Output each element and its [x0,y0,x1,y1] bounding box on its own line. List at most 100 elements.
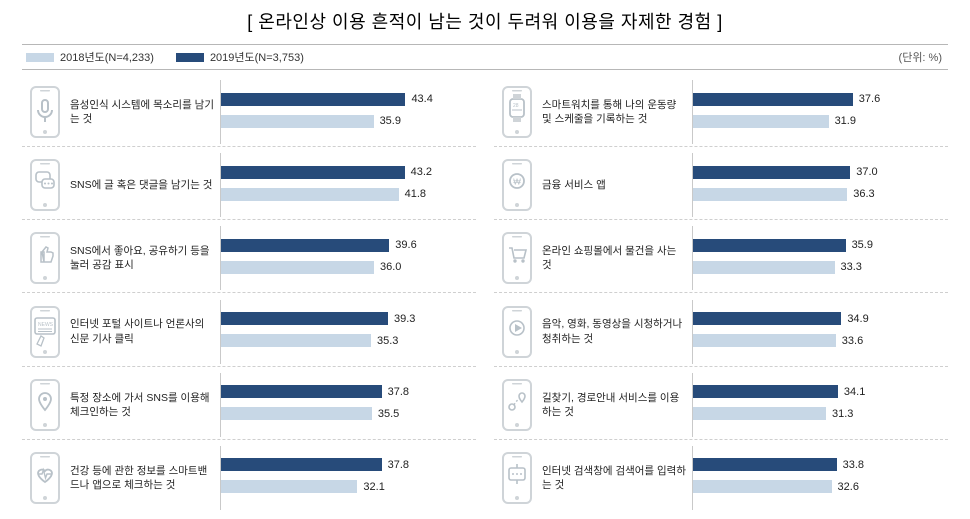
bar-2019 [693,239,846,252]
bar-2019 [221,93,405,106]
bar-2019-row: 34.1 [693,383,948,401]
bar-2018 [693,115,829,128]
bar-2019-row: 43.2 [221,163,476,181]
row-separator [494,439,948,440]
health-icon [22,450,68,506]
value-2018: 31.3 [832,408,853,420]
row-separator [22,292,476,293]
legend-2019-label: 2019년도(N=3,753) [210,49,304,65]
item-label: 인터넷 검색창에 검색어를 입력하는 것 [540,464,692,492]
bar-2018-row: 35.3 [221,332,476,350]
news-icon: NEWS [22,304,68,360]
item-label: 온라인 쇼핑몰에서 물건을 사는 것 [540,244,692,272]
bar-2019 [693,166,850,179]
bar-2019 [221,458,382,471]
bar-track: 37.6 31.9 [692,80,948,144]
bar-2018 [221,480,357,493]
bar-2018 [693,261,835,274]
bar-track: 34.9 33.6 [692,300,948,364]
value-2018: 35.5 [378,408,399,420]
chart-item: SNS에 글 혹은 댓글을 남기는 것 43.2 41.8 [22,153,476,217]
value-2018: 32.6 [838,481,859,493]
bar-2019 [693,458,837,471]
bar-2019-row: 35.9 [693,236,948,254]
bar-track: 33.8 32.6 [692,446,948,510]
legend-row: 2018년도(N=4,233) 2019년도(N=3,753) (단위: %) [22,44,948,70]
row-separator [22,439,476,440]
bar-2018 [221,115,374,128]
value-2018: 31.9 [835,115,856,127]
swatch-2019 [176,53,204,62]
bar-track: 37.8 32.1 [220,446,476,510]
item-label: SNS에 글 혹은 댓글을 남기는 것 [68,178,220,192]
bar-2019-row: 37.8 [221,383,476,401]
bar-2019 [221,312,388,325]
row-separator [494,366,948,367]
value-2019: 37.0 [856,166,877,178]
value-2019: 37.8 [388,459,409,471]
chart-item: 음악, 영화, 동영상을 시청하거나 청취하는 것 34.9 33.6 [494,300,948,364]
chart-item: SNS에서 좋아요, 공유하기 등을 눌러 공감 표시 39.6 36.0 [22,226,476,290]
left-column: 음성인식 시스템에 목소리를 남기는 것 43.4 35.9 SNS에 글 혹은… [22,80,476,510]
row-separator [22,366,476,367]
row-separator [22,146,476,147]
search-icon [494,450,540,506]
bar-2018-row: 31.9 [693,112,948,130]
legend-2019: 2019년도(N=3,753) [176,49,304,65]
bar-2018 [693,480,832,493]
bar-2018 [221,334,371,347]
item-label: 음악, 영화, 동영상을 시청하거나 청취하는 것 [540,317,692,345]
bar-2019 [221,385,382,398]
value-2018: 36.3 [853,188,874,200]
chart-columns: 음성인식 시스템에 목소리를 남기는 것 43.4 35.9 SNS에 글 혹은… [22,80,948,510]
chart-item: ₩ 금융 서비스 앱 37.0 36.3 [494,153,948,217]
bar-track: 39.6 36.0 [220,226,476,290]
value-2019: 35.9 [852,239,873,251]
bar-2018-row: 31.3 [693,405,948,423]
value-2019: 34.1 [844,386,865,398]
bar-2018-row: 35.9 [221,112,476,130]
bar-2019 [693,312,841,325]
bar-2018 [221,407,372,420]
item-label: 스마트워치를 통해 나의 운동량 및 스케줄을 기록하는 것 [540,98,692,126]
bar-2018-row: 32.6 [693,478,948,496]
item-label: 길찾기, 경로안내 서비스를 이용하는 것 [540,391,692,419]
bar-2018-row: 35.5 [221,405,476,423]
row-separator [22,219,476,220]
value-2019: 37.8 [388,386,409,398]
bar-2018-row: 36.3 [693,185,948,203]
bar-2019 [221,239,389,252]
item-label: 건강 등에 관한 정보를 스마트밴드나 앱으로 체크하는 것 [68,464,220,492]
svg-text:₩: ₩ [513,178,521,187]
item-label: 인터넷 포털 사이트나 언론사의 신문 기사 클릭 [68,317,220,345]
item-label: 금융 서비스 앱 [540,178,692,192]
bar-2018-row: 33.6 [693,332,948,350]
row-separator [494,146,948,147]
item-label: 음성인식 시스템에 목소리를 남기는 것 [68,98,220,126]
chart-item: 온라인 쇼핑몰에서 물건을 사는 것 35.9 33.3 [494,226,948,290]
item-label: SNS에서 좋아요, 공유하기 등을 눌러 공감 표시 [68,244,220,272]
bar-track: 35.9 33.3 [692,226,948,290]
bar-2019-row: 43.4 [221,90,476,108]
mic-icon [22,84,68,140]
unit-label: (단위: %) [899,49,942,65]
bar-2019-row: 37.8 [221,456,476,474]
bar-track: 37.0 36.3 [692,153,948,217]
bar-2018-row: 33.3 [693,258,948,276]
route-icon [494,377,540,433]
value-2019: 34.9 [847,313,868,325]
value-2019: 43.2 [411,166,432,178]
bar-track: 34.1 31.3 [692,373,948,437]
bar-2019-row: 34.9 [693,310,948,328]
chart-item: NEWS 인터넷 포털 사이트나 언론사의 신문 기사 클릭 39.3 35.3 [22,300,476,364]
watch-icon: 28 [494,84,540,140]
bar-2018-row: 36.0 [221,258,476,276]
bar-track: 43.4 35.9 [220,80,476,144]
row-separator [494,219,948,220]
bar-2019 [693,93,853,106]
bar-2019 [693,385,838,398]
cart-icon [494,230,540,286]
bar-2018 [693,334,836,347]
bar-2019-row: 39.6 [221,236,476,254]
legend-2018: 2018년도(N=4,233) [26,49,154,65]
